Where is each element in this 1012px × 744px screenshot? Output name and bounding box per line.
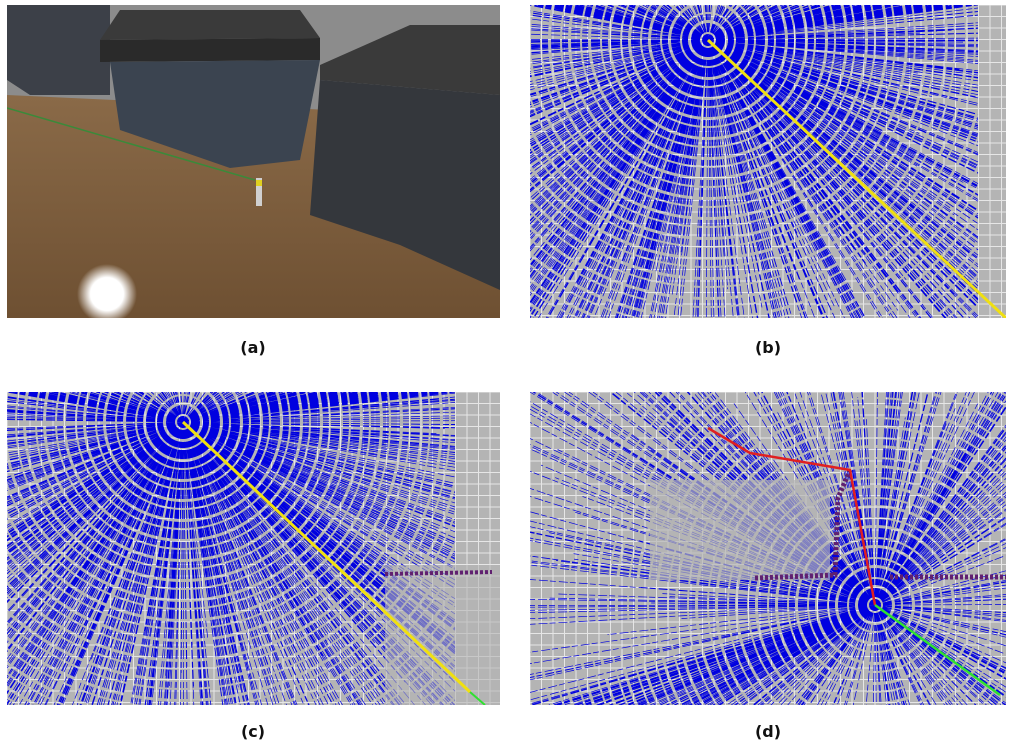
page: {"captions": ["(a)", "(b)", "(c)", "(d)"… [0, 0, 1012, 744]
map-d [530, 392, 1006, 705]
caption: (a) [240, 338, 265, 357]
block [7, 5, 110, 95]
scene-render [7, 5, 500, 324]
caption: (c) [241, 722, 265, 741]
unexplored [385, 565, 500, 705]
figure: (a) (b) (c) (d) [0, 0, 1012, 744]
unexplored [650, 480, 830, 580]
caption: (d) [755, 722, 781, 741]
light [77, 264, 137, 324]
robot-top [256, 180, 262, 186]
map-c [7, 392, 500, 705]
caption: (b) [755, 338, 781, 357]
block-top [100, 10, 320, 40]
block-edge [100, 38, 320, 62]
map-b [530, 5, 1006, 318]
